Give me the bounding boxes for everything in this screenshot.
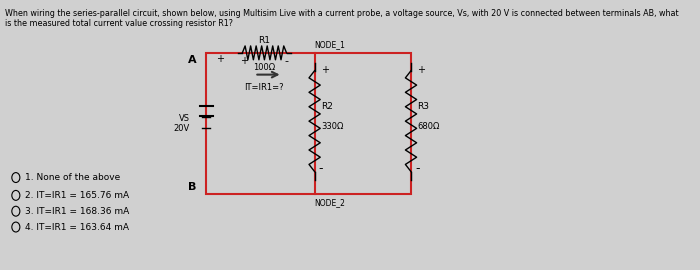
- Text: B: B: [188, 183, 197, 193]
- Text: -: -: [318, 161, 323, 175]
- Text: 100Ω: 100Ω: [253, 63, 276, 72]
- Text: 3. IT=IR1 = 168.36 mA: 3. IT=IR1 = 168.36 mA: [25, 207, 130, 216]
- Text: A: A: [188, 55, 197, 65]
- Text: +: +: [240, 56, 248, 66]
- Text: R1: R1: [258, 36, 270, 45]
- Text: is the measured total current value crossing resistor R1?: is the measured total current value cros…: [6, 19, 233, 28]
- Text: 1. None of the above: 1. None of the above: [25, 173, 120, 182]
- Text: When wiring the series-parallel circuit, shown below, using Multisim Live with a: When wiring the series-parallel circuit,…: [6, 9, 679, 18]
- Text: -: -: [415, 161, 419, 175]
- Text: 680Ω: 680Ω: [417, 122, 440, 131]
- Bar: [206, 53, 411, 194]
- Text: -: -: [285, 56, 289, 66]
- Text: R2: R2: [321, 102, 333, 111]
- Text: 2. IT=IR1 = 165.76 mA: 2. IT=IR1 = 165.76 mA: [25, 191, 130, 200]
- Text: NODE_1: NODE_1: [314, 40, 346, 49]
- Text: R3: R3: [417, 102, 429, 111]
- Text: VS: VS: [179, 114, 190, 123]
- Text: 20V: 20V: [174, 124, 190, 133]
- Text: +: +: [417, 65, 426, 75]
- Text: +: +: [216, 54, 224, 64]
- Text: NODE_2: NODE_2: [314, 198, 346, 207]
- Text: IT=IR1=?: IT=IR1=?: [244, 83, 284, 92]
- Text: 330Ω: 330Ω: [321, 122, 344, 131]
- Text: 4. IT=IR1 = 163.64 mA: 4. IT=IR1 = 163.64 mA: [25, 222, 130, 232]
- Text: +: +: [321, 65, 329, 75]
